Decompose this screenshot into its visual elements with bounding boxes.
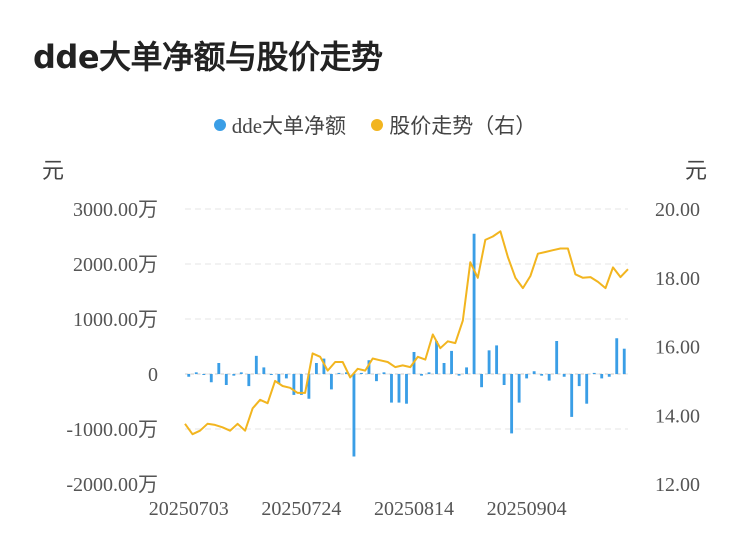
bar: [360, 372, 363, 374]
bar: [224, 374, 228, 385]
y-left-unit: 元: [42, 159, 64, 184]
y-left-tick-label: 0: [148, 364, 158, 386]
bar: [194, 372, 198, 374]
bar: [510, 374, 514, 434]
bar: [525, 374, 529, 379]
bar: [247, 374, 251, 387]
bar: [547, 374, 551, 381]
bar: [570, 374, 574, 417]
bar: [592, 372, 596, 374]
bar: [352, 374, 356, 457]
bar: [502, 374, 506, 385]
bar: [442, 363, 446, 374]
bar: [585, 374, 589, 404]
legend-label-dde: dde大单净额: [231, 114, 347, 138]
bar: [375, 374, 378, 382]
legend-label-price: 股价走势（右）: [389, 114, 537, 138]
bar: [615, 338, 619, 374]
bar: [420, 374, 423, 376]
bar: [577, 374, 581, 387]
bar: [345, 372, 348, 374]
bar: [209, 374, 213, 383]
bar: [495, 345, 499, 374]
x-tick-label: 20250904: [487, 498, 567, 520]
y-right-tick-label: 14.00: [655, 405, 700, 427]
bar: [427, 372, 431, 374]
bar: [405, 374, 408, 404]
bar: [607, 374, 611, 377]
bar: [322, 358, 326, 374]
bar: [187, 374, 191, 377]
bar: [457, 374, 461, 376]
y-left-tick-label: 1000.00万: [73, 309, 158, 331]
legend: dde大单净额 股价走势（右）: [0, 110, 750, 140]
y-right-tick-label: 12.00: [655, 474, 700, 496]
bar: [292, 374, 296, 395]
bar: [622, 348, 626, 374]
chart-title: dde大单净额与股价走势: [33, 38, 383, 76]
bar: [299, 374, 303, 395]
bar: [262, 367, 266, 374]
bar: [472, 233, 476, 374]
bar: [202, 374, 206, 375]
bar: [232, 374, 236, 376]
legend-dot-dde: [213, 119, 226, 131]
bar: [555, 341, 559, 374]
y-right-tick-label: 16.00: [655, 337, 700, 359]
bar: [517, 374, 521, 403]
bar: [540, 374, 544, 376]
bar: [562, 374, 566, 377]
bar: [367, 360, 371, 374]
bar: [254, 355, 258, 374]
legend-item-dde[interactable]: dde大单净额: [213, 110, 347, 140]
x-tick-label: 20250703: [149, 498, 229, 520]
bar: [600, 374, 604, 379]
x-tick-label: 20250724: [261, 498, 341, 520]
bar: [532, 371, 536, 374]
bar: [314, 363, 318, 374]
bar: [284, 374, 288, 379]
y-right-tick-label: 18.00: [655, 268, 700, 290]
bar: [239, 372, 243, 374]
bar: [337, 372, 341, 374]
y-left-tick-label: 3000.00万: [73, 199, 158, 221]
y-left-tick-label: 2000.00万: [73, 254, 158, 276]
bar: [397, 374, 401, 403]
bar: [277, 374, 281, 384]
bar: [480, 374, 484, 388]
bar: [435, 341, 438, 374]
legend-item-price[interactable]: 股价走势（右）: [371, 110, 536, 140]
x-tick-label: 20250814: [374, 498, 454, 520]
price-line: [184, 230, 629, 436]
bar: [269, 374, 273, 375]
bar: [329, 374, 333, 390]
y-left-tick-label: -2000.00万: [66, 474, 158, 496]
y-right-tick-label: 20.00: [655, 199, 700, 221]
bar: [487, 350, 491, 374]
bar: [382, 372, 386, 374]
bar: [307, 374, 311, 399]
bar: [465, 367, 468, 374]
bar: [217, 363, 221, 374]
legend-dot-price: [371, 119, 384, 131]
bar: [390, 374, 393, 403]
bar: [450, 350, 453, 374]
y-left-tick-label: -1000.00万: [66, 419, 158, 441]
y-right-unit: 元: [685, 159, 707, 184]
